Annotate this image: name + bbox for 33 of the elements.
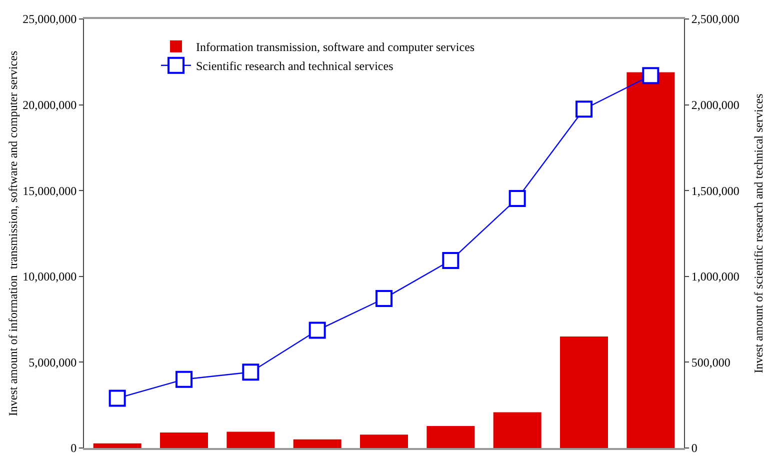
- bar: [493, 412, 542, 448]
- bar: [160, 432, 208, 448]
- point: [642, 67, 660, 84]
- y-tick-label: 20,000,000: [22, 98, 77, 112]
- y-tick-label: 25,000,000: [22, 12, 77, 26]
- y2-tick-label: 0: [691, 441, 698, 456]
- bar: [426, 426, 475, 448]
- bar: [560, 336, 608, 448]
- y2-axis-title: Invest amount of scientific research and technical services: [751, 93, 766, 374]
- bar: [93, 443, 142, 448]
- y2-tick-label: 500,000: [691, 355, 730, 370]
- y2-tick-label: 1,500,000: [691, 184, 740, 198]
- bar: [626, 72, 675, 448]
- bar: [226, 432, 275, 448]
- y-axis-title: Invest amount of information transmission, software and computer services: [6, 50, 20, 416]
- y2-tick-label: 2,000,000: [691, 98, 740, 112]
- point: [442, 252, 460, 269]
- y2-tick-label: 2,500,000: [691, 12, 740, 26]
- y2-tick-label: 1,000,000: [691, 270, 740, 284]
- point: [508, 190, 526, 207]
- y-tick-label: 5,000,000: [28, 355, 77, 370]
- point: [176, 370, 192, 388]
- legend-label: Scientific research and technical services: [196, 59, 394, 74]
- legend-label: Information transmission, software and computer services: [196, 40, 475, 54]
- point: [308, 322, 326, 339]
- point: [242, 364, 260, 381]
- bar: [360, 434, 408, 448]
- bar: [293, 439, 342, 448]
- y-tick-label: 0: [70, 441, 77, 456]
- y-tick-label: 10,000,000: [22, 270, 77, 284]
- point: [108, 390, 126, 407]
- y-tick-label: 15,000,000: [22, 184, 77, 198]
- point: [576, 100, 592, 118]
